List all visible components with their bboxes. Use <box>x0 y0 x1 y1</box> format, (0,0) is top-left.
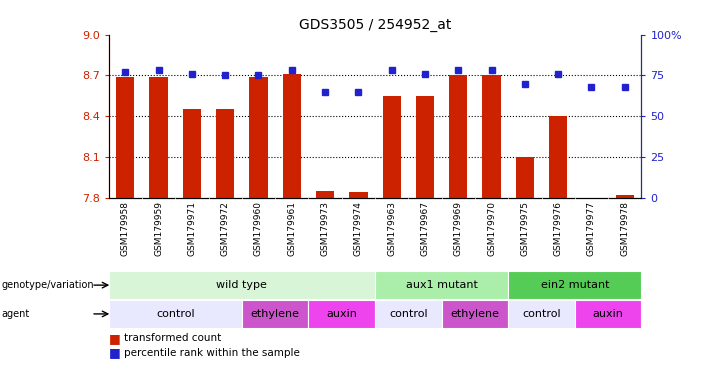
Bar <box>442 300 508 328</box>
Text: auxin: auxin <box>326 309 358 319</box>
Text: transformed count: transformed count <box>124 333 222 343</box>
Bar <box>250 77 268 198</box>
Bar <box>116 77 135 198</box>
Bar <box>109 300 242 328</box>
Bar <box>416 96 434 198</box>
Text: control: control <box>389 309 428 319</box>
Text: ■: ■ <box>109 346 121 359</box>
Bar <box>615 195 634 198</box>
Bar <box>482 75 501 198</box>
Text: GSM179978: GSM179978 <box>620 201 629 257</box>
Text: GSM179969: GSM179969 <box>454 201 463 257</box>
Text: GSM179971: GSM179971 <box>187 201 196 257</box>
Bar <box>375 271 508 299</box>
Text: percentile rank within the sample: percentile rank within the sample <box>124 348 300 358</box>
Bar <box>349 192 367 198</box>
Text: GSM179976: GSM179976 <box>554 201 563 257</box>
Text: ethylene: ethylene <box>251 309 299 319</box>
Text: ■: ■ <box>109 332 121 344</box>
Bar <box>183 109 201 198</box>
Text: GSM179959: GSM179959 <box>154 201 163 257</box>
Bar <box>549 116 567 198</box>
Text: wild type: wild type <box>217 280 267 290</box>
Text: GSM179958: GSM179958 <box>121 201 130 257</box>
Bar <box>508 300 575 328</box>
Bar <box>575 300 641 328</box>
Text: GSM179960: GSM179960 <box>254 201 263 257</box>
Text: aux1 mutant: aux1 mutant <box>406 280 477 290</box>
Title: GDS3505 / 254952_at: GDS3505 / 254952_at <box>299 18 451 32</box>
Bar <box>149 77 168 198</box>
Bar <box>109 271 375 299</box>
Text: control: control <box>156 309 195 319</box>
Text: auxin: auxin <box>592 309 624 319</box>
Bar <box>216 109 234 198</box>
Text: ethylene: ethylene <box>451 309 499 319</box>
Bar <box>308 300 375 328</box>
Text: GSM179977: GSM179977 <box>587 201 596 257</box>
Text: GSM179975: GSM179975 <box>520 201 529 257</box>
Bar <box>383 96 401 198</box>
Bar <box>316 191 334 198</box>
Bar <box>375 300 442 328</box>
Bar <box>283 74 301 198</box>
Text: agent: agent <box>1 309 29 319</box>
Text: GSM179967: GSM179967 <box>421 201 430 257</box>
Text: control: control <box>522 309 561 319</box>
Text: GSM179974: GSM179974 <box>354 201 363 256</box>
Text: ein2 mutant: ein2 mutant <box>540 280 609 290</box>
Bar <box>508 271 641 299</box>
Bar <box>516 157 534 198</box>
Text: GSM179972: GSM179972 <box>221 201 230 256</box>
Text: GSM179973: GSM179973 <box>320 201 329 257</box>
Bar <box>242 300 308 328</box>
Text: GSM179963: GSM179963 <box>387 201 396 257</box>
Bar <box>449 75 468 198</box>
Text: GSM179970: GSM179970 <box>487 201 496 257</box>
Text: genotype/variation: genotype/variation <box>1 280 94 290</box>
Text: GSM179961: GSM179961 <box>287 201 297 257</box>
